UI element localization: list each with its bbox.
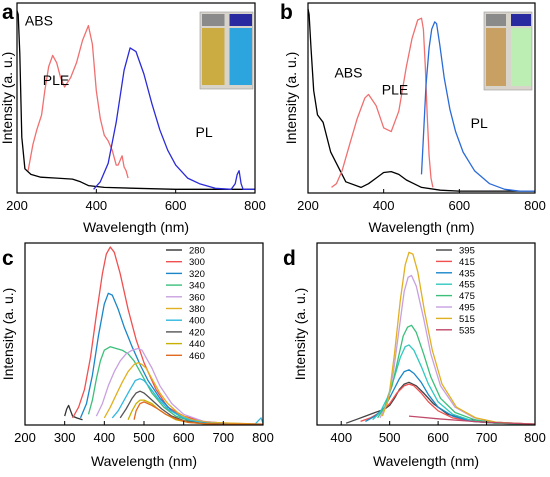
panel-d: 400 500 600 700 800 Wavelength (nm) Intensity … [283,242,546,469]
legend-label-c: 340 [189,281,205,292]
vial-cap-b [486,14,506,26]
annotation-a-ple: PLE [43,72,69,88]
plot-frame-a [16,2,256,194]
panel-label-a: a [2,1,14,24]
legend-label-c: 460 [189,351,205,362]
series-line-d-495 [379,274,536,425]
x-tick-label-c: 200 [14,430,36,445]
series-line-d-475 [377,324,536,425]
legend-label-c: 400 [189,316,205,327]
legend-label-c: 420 [189,327,205,338]
series-line-c-340 [87,346,264,425]
series-group-a [16,10,255,190]
y-axis-label-a: Intensity (a. u.) [0,52,15,145]
legend-label-d: 395 [459,246,475,257]
panel-label-b: b [280,1,293,24]
legend-label-d: 515 [459,314,475,325]
series-line-c-280 [64,404,83,421]
series-line-c-360 [95,347,264,425]
x-tick-label-a: 200 [6,198,28,213]
vial-b [486,28,506,86]
series-group-d [345,251,536,425]
series-group-c [64,246,264,425]
annotation-b-ple: PLE [382,81,408,97]
vial-cap-b [511,14,531,26]
legend-label-c: 360 [189,292,205,303]
x-tick-label-c: 800 [252,430,274,445]
x-tick-label-a: 800 [244,198,266,213]
vial-b [511,28,531,86]
legend-label-c: 280 [189,246,205,257]
y-axis-label-d: Intensity (a. u.) [292,288,308,381]
legend-label-d: 435 [459,268,475,279]
x-tick-label-d: 600 [427,430,449,445]
x-axis-label-c: Wavelength (nm) [91,453,197,469]
legend-label-c: 300 [189,257,205,268]
x-tick-label-b: 800 [524,198,546,213]
series-line-b-PLE [331,17,434,188]
plot-frame-c [24,242,264,426]
legend-label-d: 455 [459,280,475,291]
x-tick-label-d: 800 [524,430,546,445]
vial-a [229,28,252,85]
annotation-a-abs: ABS [25,13,53,29]
x-tick-label-a: 600 [165,198,187,213]
x-tick-label-c: 300 [54,430,76,445]
x-tick-label-b: 600 [448,198,470,213]
series-line-a-ABS [16,10,255,190]
y-axis-label-b: Intensity (a. u.) [283,52,299,145]
panel-c: 200 300 400 500 600 700 800 Wavelength (nm) Inte… [0,242,274,469]
x-axis-label-d: Wavelength (nm) [373,453,479,469]
x-tick-label-c: 400 [93,430,115,445]
x-axis-label-a: Wavelength (nm) [83,219,189,235]
series-line-c-320 [79,292,263,425]
panel-a: 200 400 600 800 Wavelength (nm) Intensity (a.… [0,1,266,235]
series-line-a-PL [93,47,255,190]
legend-label-d: 415 [459,257,475,268]
plot-frame-d [316,242,536,426]
inset-photo-b [483,11,533,91]
x-tick-label-a: 400 [85,198,107,213]
series-line-c-380 [103,362,264,425]
x-tick-label-b: 400 [373,198,395,213]
vial-cap-a [229,14,252,26]
x-tick-label-c: 500 [133,430,155,445]
x-tick-label-b: 200 [297,198,319,213]
series-line-b-ABS [307,8,535,192]
plot-frame-b [307,2,536,194]
panel-label-d: d [283,247,296,270]
annotation-b-abs: ABS [334,65,362,81]
series-group-b [307,8,535,192]
x-tick-label-c: 700 [212,430,234,445]
annotation-a-pl: PL [196,124,213,140]
vial-cap-a [202,14,225,26]
legend-label-c: 380 [189,304,205,315]
legend-label-d: 495 [459,303,475,314]
series-line-d-515 [381,251,536,425]
annotation-b-pl: PL [471,115,488,131]
panel-b: 200 400 600 800 Wavelength (nm) Intensity (a.… [280,1,546,235]
series-line-d-535 [408,415,536,425]
legend-label-d: 475 [459,291,475,302]
panel-label-c: c [2,247,14,270]
legend-label-c: 440 [189,339,205,350]
x-tick-label-d: 700 [476,430,498,445]
x-tick-label-d: 400 [330,430,352,445]
x-tick-label-d: 500 [379,430,401,445]
legend-label-c: 320 [189,269,205,280]
inset-photo-a [199,11,254,90]
legend-label-d: 535 [459,325,475,336]
x-axis-label-b: Wavelength (nm) [368,219,474,235]
vial-a [202,28,225,85]
x-tick-label-c: 600 [173,430,195,445]
series-line-a-PLE [27,24,129,179]
series-line-c-460 [133,401,263,425]
y-axis-label-c: Intensity (a. u.) [0,288,16,381]
series-line-b-PL [420,21,535,192]
